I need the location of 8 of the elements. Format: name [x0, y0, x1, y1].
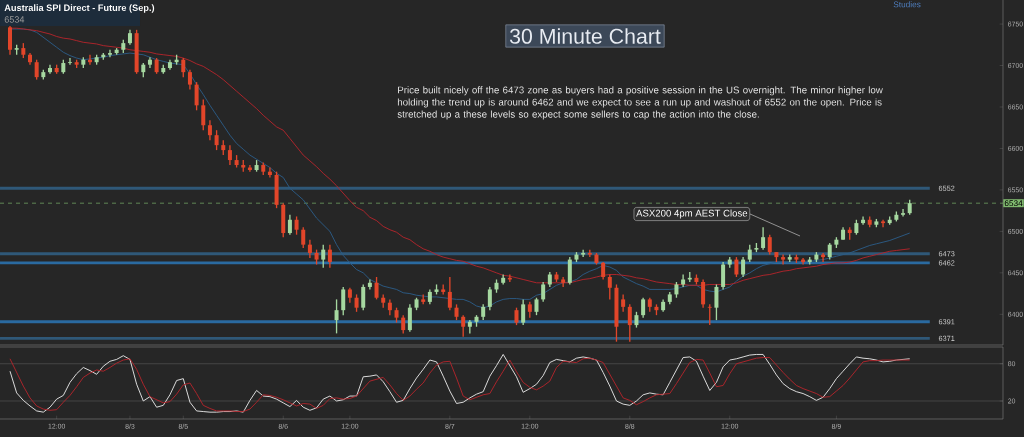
annotation: ASX200 4pm AEST Close: [636, 209, 748, 219]
annotation: 6534: [4, 16, 25, 23]
ref-line-label: 6534: [1004, 200, 1023, 207]
annotation: Studies: [893, 1, 921, 8]
chart-subtitle: Australia SPI Direct - Future (Sep.): [4, 4, 155, 13]
annotation: Price built nicely off the 6473 zone as buyers had a positive session in the US overnight. The minor higher low holding the trend up is around 6462 and we expect to see a run up and washout of 6552 on the open. Price is stretched up a these levels so expect some sellers to cap the action into the close.: [397, 86, 883, 120]
candlestick: [707, 303, 712, 326]
text: 30 Minute Chart: [509, 28, 661, 44]
